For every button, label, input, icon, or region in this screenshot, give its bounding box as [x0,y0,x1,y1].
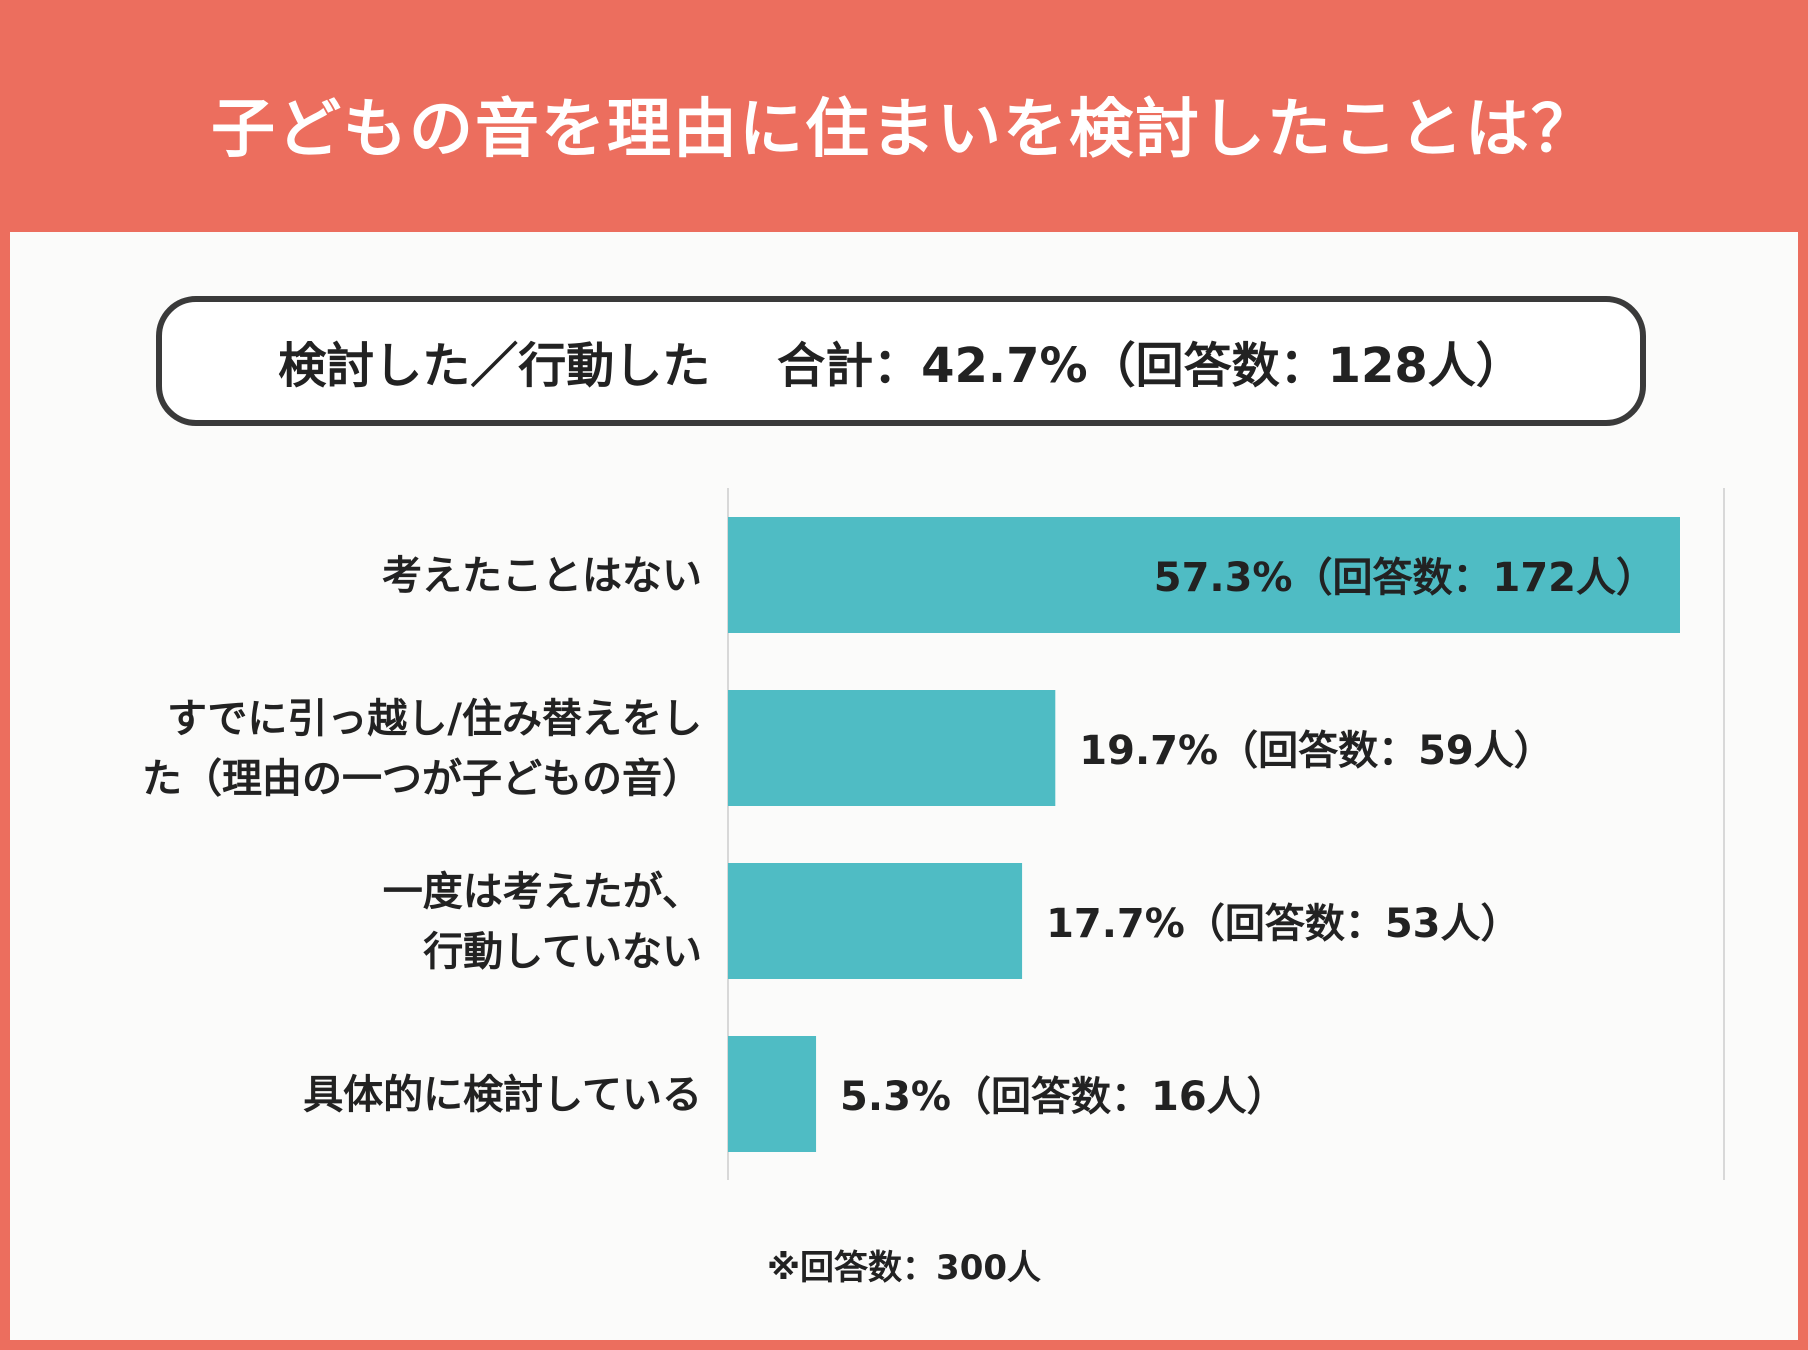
category-label-4: 具体的に検討している [303,1072,702,1118]
summary-label: 検討した／行動した [278,338,711,394]
summary-box: 検討した／行動した 合計：42.7%（回答数：128人） [156,296,1646,426]
bar-2 [728,690,1056,806]
footnote: ※回答数：300人 [766,1248,1042,1288]
value-label-4: 5.3%（回答数：16人） [840,1074,1287,1120]
category-label-1: 考えたことはない [382,553,702,599]
category-label-2-line-2: た（理由の一つが子どもの音） [142,756,702,802]
category-label-3-line-1: 一度は考えたが、 [383,869,702,915]
header-banner: 子どもの音を理由に住まいを検討したことは？ [0,0,1808,232]
page-title: 子どもの音を理由に住まいを検討したことは？ [211,93,1597,167]
category-label-2-line-1: すでに引っ越し/住み替えをし [167,696,702,742]
summary-total: 合計：42.7%（回答数：128人） [777,338,1524,394]
value-label-2: 19.7%（回答数：59人） [1079,728,1553,774]
value-label-3: 17.7%（回答数：53人） [1046,901,1520,947]
value-label-1: 57.3%（回答数：172人） [1154,555,1656,601]
category-label-3-line-2: 行動していない [423,929,702,975]
bar-4 [728,1036,817,1152]
bar-3 [728,863,1023,979]
bar-1 [728,517,1680,633]
